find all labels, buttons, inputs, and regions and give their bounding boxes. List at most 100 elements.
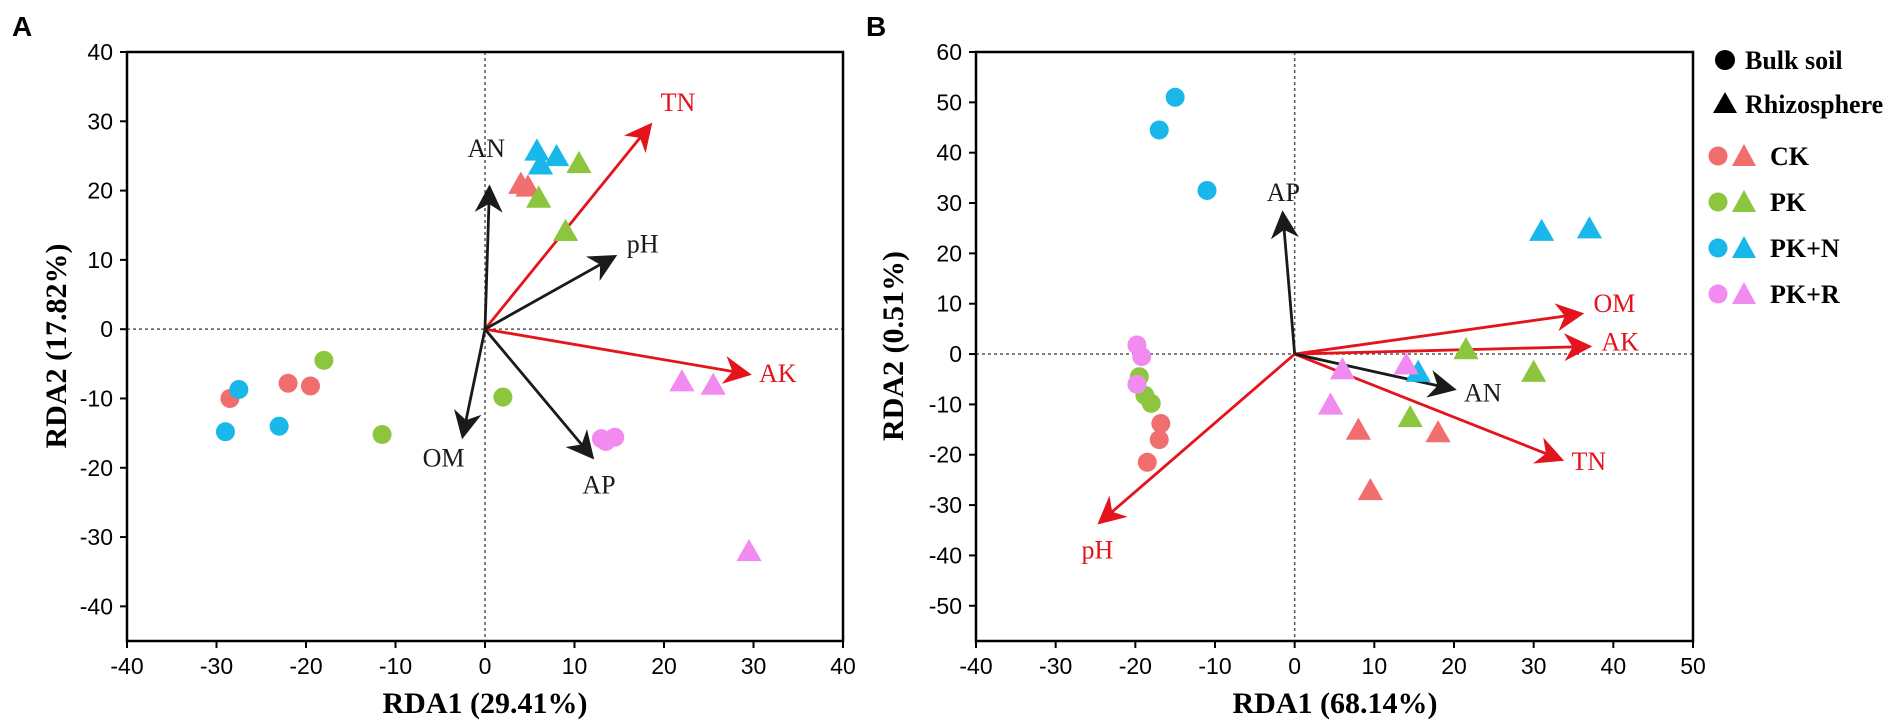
x-tick-label: 30 xyxy=(1521,653,1547,679)
y-tick-label: -20 xyxy=(929,442,962,468)
point-ck-circle xyxy=(1149,430,1169,450)
y-tick-label: 40 xyxy=(936,140,962,166)
point-pkn-circle xyxy=(269,416,289,436)
y-tick-label: 20 xyxy=(936,240,962,266)
point-pk-circle xyxy=(314,350,334,370)
x-axis-label: RDA1 (29.41%) xyxy=(383,687,588,720)
x-tick-label: -40 xyxy=(959,653,992,679)
x-tick-label: 50 xyxy=(1680,653,1706,679)
vector-arrow xyxy=(1294,303,1585,356)
legend-label: Rhizosphere xyxy=(1745,90,1883,119)
point-ck-circle xyxy=(1137,452,1157,472)
y-tick-label: 10 xyxy=(87,247,113,273)
y-tick-label: 20 xyxy=(87,178,113,204)
x-tick-label: 40 xyxy=(1601,653,1627,679)
point-pk-triangle xyxy=(526,185,552,208)
vector-label: AP xyxy=(1267,178,1300,207)
vector-arrow xyxy=(454,328,487,440)
vector-an: AN xyxy=(1294,352,1502,407)
y-tick-label: -40 xyxy=(929,542,962,568)
legend-item-rhizosphere: Rhizosphere xyxy=(1713,90,1883,119)
x-tick-label: -10 xyxy=(1198,653,1231,679)
triangle-marker-icon xyxy=(1732,190,1756,212)
point-ck-circle xyxy=(1151,414,1171,434)
point-pkn-circle xyxy=(1197,180,1217,200)
vector-arrow xyxy=(1270,210,1299,355)
x-tick-label: 20 xyxy=(1441,653,1467,679)
triangle-marker-icon xyxy=(1732,236,1756,258)
point-pkn-triangle xyxy=(1405,359,1431,382)
y-tick-label: -20 xyxy=(80,455,113,481)
point-ck-triangle xyxy=(515,174,541,197)
vector-label: AN xyxy=(467,134,505,163)
point-pk-triangle xyxy=(1397,404,1423,428)
vector-label: AK xyxy=(759,359,797,388)
point-pk-triangle xyxy=(1453,337,1479,360)
vector-ap: AP xyxy=(483,328,616,499)
point-pkn-triangle xyxy=(524,138,550,161)
y-tick-label: -30 xyxy=(80,524,113,550)
point-pkr-circle xyxy=(1132,347,1152,367)
vector-ph: pH xyxy=(1081,352,1296,565)
y-tick-label: -50 xyxy=(929,593,962,619)
vector-label: TN xyxy=(1572,447,1607,476)
legend-item-bulk-soil: Bulk soil xyxy=(1715,46,1843,75)
legend-item-pk: PK xyxy=(1708,188,1807,217)
point-pk-triangle xyxy=(1521,359,1547,382)
y-tick-label: -30 xyxy=(929,492,962,518)
vector-arrow xyxy=(484,255,618,331)
legend-item-pkn: PK+N xyxy=(1708,234,1840,263)
vector-ap: AP xyxy=(1267,178,1300,355)
point-pk-circle xyxy=(493,387,513,407)
vector-om: OM xyxy=(423,328,487,473)
legend-label: PK xyxy=(1770,188,1807,217)
vector-arrow xyxy=(483,328,595,460)
x-tick-label: -30 xyxy=(1039,653,1072,679)
point-ck-circle xyxy=(300,376,320,396)
y-tick-label: 40 xyxy=(87,39,113,65)
panel-label: B xyxy=(866,11,886,42)
vector-tn: TN xyxy=(483,88,696,331)
point-pkn-circle xyxy=(215,422,235,442)
point-pkr-circle xyxy=(605,427,625,447)
legend-item-ck: CK xyxy=(1708,142,1810,171)
vector-label: AP xyxy=(582,470,615,499)
panel-label: A xyxy=(12,11,32,42)
vector-ak: AK xyxy=(484,327,797,388)
vector-ak: AK xyxy=(1294,328,1639,362)
point-pkn-triangle xyxy=(544,143,570,167)
y-tick-label: -10 xyxy=(80,385,113,411)
circle-marker-icon xyxy=(1715,50,1735,70)
vector-label: AK xyxy=(1601,328,1639,357)
vector-arrow xyxy=(1294,333,1593,362)
vector-label: TN xyxy=(661,88,696,117)
point-pkr-triangle xyxy=(1317,392,1344,415)
legend-label: PK+R xyxy=(1770,280,1840,309)
x-tick-label: 40 xyxy=(830,653,856,679)
legend-label: CK xyxy=(1770,142,1810,171)
y-axis-label: RDA2 (0.51%) xyxy=(877,251,910,441)
point-pkn-circle xyxy=(1149,120,1169,140)
y-tick-label: 10 xyxy=(936,291,962,317)
triangle-marker-icon xyxy=(1732,144,1756,166)
legend-label: Bulk soil xyxy=(1745,46,1843,75)
point-ck-triangle xyxy=(1357,477,1383,501)
vector-label: pH xyxy=(627,229,659,258)
y-tick-label: -40 xyxy=(80,593,113,619)
vector-arrow xyxy=(484,327,752,384)
point-pk-circle xyxy=(372,425,392,445)
x-axis-label: RDA1 (68.14%) xyxy=(1233,687,1438,720)
legend-label: PK+N xyxy=(1770,234,1840,263)
x-tick-label: -10 xyxy=(379,653,412,679)
vector-om: OM xyxy=(1294,289,1635,356)
point-pkn-triangle xyxy=(1576,216,1603,239)
point-pk-triangle xyxy=(552,218,579,241)
x-tick-label: 20 xyxy=(651,653,677,679)
plot-frame xyxy=(974,50,1695,643)
vector-label: OM xyxy=(423,444,465,473)
vector-ph: pH xyxy=(484,229,659,331)
point-pkn-circle xyxy=(229,379,249,399)
point-ck-triangle xyxy=(1345,417,1371,440)
point-pkn-triangle xyxy=(1529,218,1555,241)
